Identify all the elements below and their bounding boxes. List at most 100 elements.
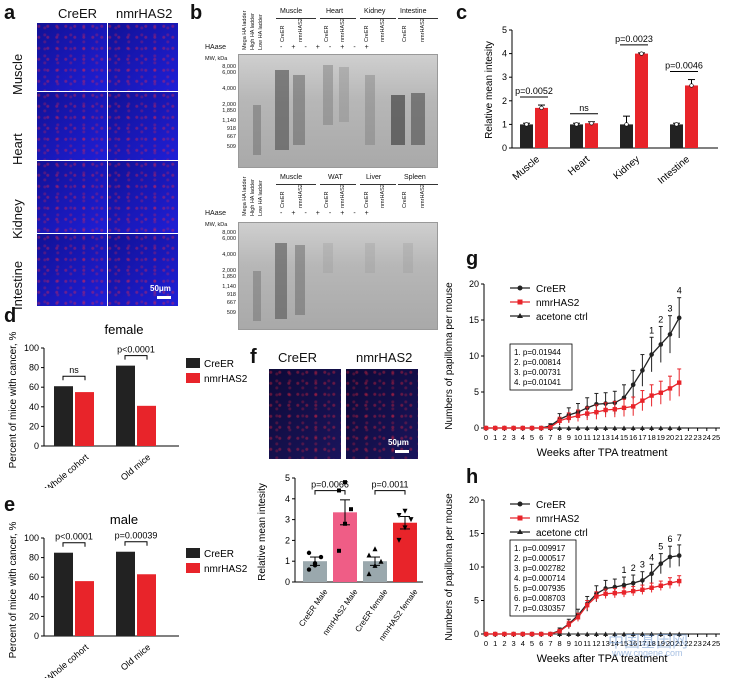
data-point — [574, 122, 579, 127]
data-point-nmrhas2 — [677, 380, 682, 385]
lane-label: nmrHAS2 — [420, 18, 426, 42]
data-point-nmrhas2 — [511, 631, 516, 637]
legend-label: acetone ctrl — [536, 528, 588, 539]
data-point-acetone — [557, 425, 563, 430]
x-tick-label: 0 — [484, 639, 488, 648]
x-tick-label: 13 — [601, 639, 609, 648]
gel-bottom-header: Mega HA ladder High HA ladder Low HA lad… — [240, 168, 440, 218]
data-point-nmrhas2 — [585, 602, 590, 608]
data-point-nmrhas2 — [548, 425, 553, 430]
y-tick-label: 2 — [285, 535, 290, 545]
legend-label: CreER — [536, 284, 566, 295]
pvalue-line: 4. p=0.000714 — [514, 574, 566, 583]
panel-label-f: f — [250, 346, 257, 368]
y-tick-label: 2 — [502, 96, 507, 106]
panel-a-scalebar-label: 50μm — [150, 284, 171, 293]
legend-label: nmrHAS2 — [204, 564, 248, 575]
panel-f-scalebar — [395, 450, 409, 453]
data-point-creer — [649, 352, 654, 357]
x-tick-label: 17 — [638, 433, 646, 442]
x-tick-label: 4 — [521, 639, 525, 648]
mw-mark: 8,000 — [222, 64, 236, 70]
mw-marks-bottom: 8,000 6,000 4,000 2,000 1,850 1,140 918 667 509 — [206, 230, 236, 330]
legend-label: nmrHAS2 — [536, 514, 580, 525]
data-point-creer — [667, 332, 673, 337]
data-point-nmrhas2 — [483, 631, 489, 637]
lane-label: nmrHAS2 — [380, 184, 386, 208]
y-tick-label: 0 — [34, 441, 39, 451]
bar — [75, 392, 94, 446]
data-point-acetone — [612, 631, 618, 636]
data-point-nmrhas2 — [594, 594, 599, 599]
x-tick-label: 11 — [583, 433, 591, 442]
micrograph-nmrhas2-intestine — [107, 233, 179, 307]
data-point-acetone — [639, 425, 645, 430]
significance-bracket — [314, 490, 346, 495]
significance-label: p=0.0066 — [311, 480, 349, 490]
significance-label: ns — [579, 103, 589, 113]
bar — [535, 107, 548, 148]
x-tick-label: Old mice — [119, 642, 153, 672]
bar — [54, 552, 73, 636]
data-point-nmrhas2 — [511, 425, 516, 431]
data-point — [624, 122, 629, 127]
legend-label: CreER — [204, 549, 234, 560]
y-tick-label: 40 — [29, 402, 39, 412]
lane-label: CreER — [402, 191, 408, 208]
ladder-label-mega: Mega HA ladder — [242, 176, 248, 216]
significance-bracket — [124, 355, 148, 360]
data-point-acetone — [566, 425, 572, 430]
significance-label: p<0.0001 — [55, 532, 93, 542]
pvalue-line: 1. p=0.009917 — [514, 544, 566, 553]
data-point-nmrhas2 — [640, 587, 645, 592]
micrograph-f-nmrhas2 — [345, 368, 419, 460]
x-tick-label: 14 — [611, 639, 619, 648]
pvalue-line: 4. p=0.01041 — [514, 378, 561, 387]
point-label: 1 — [649, 325, 654, 335]
y-tick-label: 5 — [474, 387, 479, 397]
data-point-acetone — [676, 425, 682, 430]
data-point — [343, 480, 347, 485]
point-label: 4 — [649, 552, 654, 562]
row-label-kidney: Kidney — [10, 199, 25, 239]
data-point-nmrhas2 — [621, 405, 627, 411]
ladder-label-low: Low HA ladder — [258, 180, 264, 216]
mw-mark: 2,000 — [222, 102, 236, 108]
x-tick-label: 21 — [675, 433, 683, 442]
legend-swatch — [186, 548, 200, 558]
bar — [303, 561, 327, 582]
point-label: 7 — [677, 533, 682, 543]
data-point-acetone — [566, 631, 572, 636]
micrograph-creer-muscle — [36, 22, 108, 92]
bar — [685, 85, 698, 148]
x-tick-label: 15 — [620, 639, 628, 648]
panel-label-g: g — [466, 248, 479, 270]
mw-mark: 667 — [226, 300, 236, 306]
mw-mark: 918 — [226, 126, 236, 132]
mw-mark: 4,000 — [222, 86, 236, 92]
micrograph-f-creer — [268, 368, 342, 460]
y-tick-label: 20 — [29, 421, 39, 431]
data-point — [312, 561, 318, 566]
data-point-creer — [621, 582, 627, 588]
data-point-acetone — [603, 425, 609, 430]
x-tick-label: 3 — [512, 433, 516, 442]
bar — [137, 405, 156, 446]
data-point-nmrhas2 — [603, 407, 608, 413]
ladder-label-high: High HA ladder — [250, 13, 256, 50]
x-tick-label: 6 — [539, 639, 543, 648]
y-axis-label: Numbers of papilloma per mouse — [444, 282, 455, 430]
data-point-nmrhas2 — [658, 390, 663, 395]
x-tick-label: 10 — [574, 639, 582, 648]
data-point-acetone — [557, 631, 563, 636]
x-tick-label: 13 — [601, 433, 609, 442]
mw-mark: 6,000 — [222, 70, 236, 76]
significance-bracket — [124, 541, 148, 546]
bar — [635, 53, 648, 148]
y-tick-label: 60 — [29, 382, 39, 392]
data-point-nmrhas2 — [529, 631, 535, 637]
data-point-acetone — [639, 631, 645, 636]
lane-label: CreER — [402, 25, 408, 42]
panel-a-scalebar — [157, 296, 171, 299]
tissue-label-heart: Heart — [326, 8, 344, 15]
